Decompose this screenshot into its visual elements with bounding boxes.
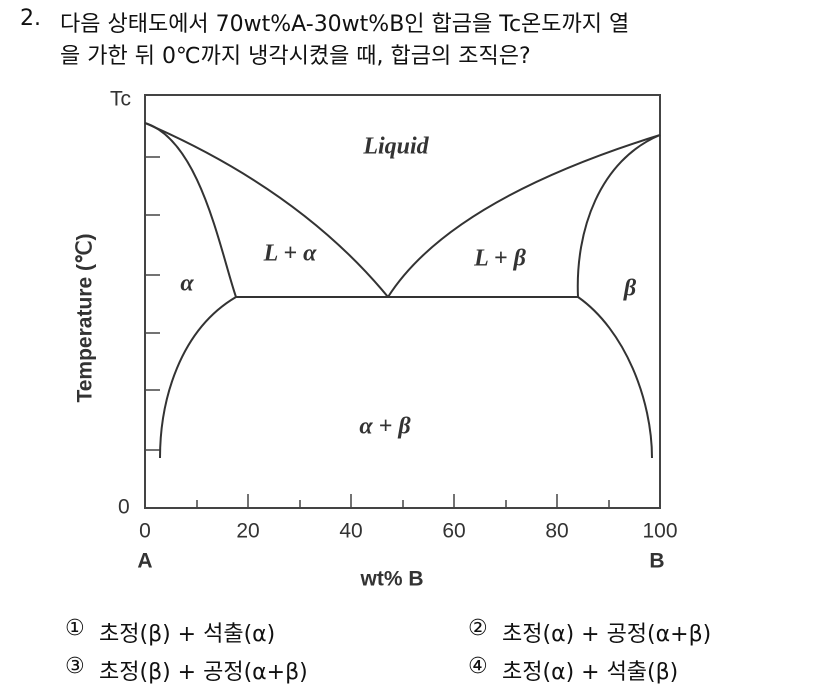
option-marker: ④: [468, 654, 488, 679]
x-tick-label: 80: [545, 520, 568, 543]
y-axis-label: Temperature (℃): [74, 233, 97, 402]
left-end-label: A: [137, 550, 152, 573]
option-text: 초정(β) + 공정(α+β): [99, 660, 308, 685]
phase-boundaries: [144, 122, 661, 459]
question-text: 다음 상태도에서 70wt%A-30wt%B인 합금을 Tc온도까지 열: [60, 12, 630, 37]
x-tick-label: 0: [139, 520, 151, 543]
region-label: L + α: [263, 241, 317, 267]
region-label: α + β: [359, 414, 411, 440]
x-tick-label: 40: [339, 520, 362, 543]
option-text: 초정(α) + 석출(β): [502, 660, 679, 685]
region-label: Liquid: [362, 134, 429, 160]
x-tick-label: 20: [236, 520, 259, 543]
y-bottom-label: 0: [118, 496, 130, 519]
x-tick-label: 60: [442, 520, 465, 543]
region-label: L + β: [473, 246, 526, 272]
ticks: [145, 156, 610, 508]
question-number: 2.: [20, 6, 41, 31]
right-end-label: B: [649, 550, 664, 573]
option-marker: ①: [65, 616, 85, 641]
x-axis-label: wt% B: [360, 568, 424, 591]
region-label: β: [623, 276, 637, 302]
x-tick-label: 100: [642, 520, 677, 543]
phase-diagram: Tc 0 Temperature (℃) 0 20 40 60 80 100 A B wt…: [74, 88, 678, 591]
option-marker: ②: [468, 616, 488, 641]
option-text: 초정(β) + 석출(α): [99, 622, 276, 647]
y-top-label: Tc: [110, 88, 131, 111]
region-label: α: [180, 271, 194, 297]
question-text: 을 가한 뒤 0℃까지 냉각시켰을 때, 합금의 조직은?: [60, 44, 531, 69]
option-text: 초정(α) + 공정(α+β): [502, 622, 712, 647]
option-marker: ③: [65, 654, 85, 679]
